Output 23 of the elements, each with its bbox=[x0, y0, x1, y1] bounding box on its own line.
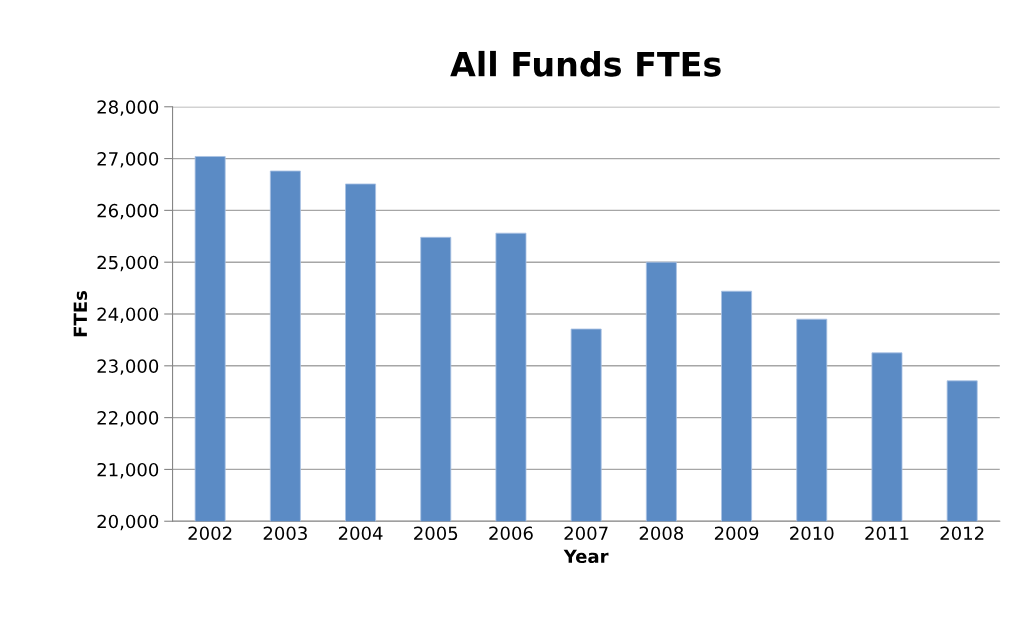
x-tick-label: 2004 bbox=[338, 526, 383, 541]
x-axis-title: Year bbox=[563, 549, 609, 564]
x-tick-label: 2007 bbox=[564, 526, 608, 541]
x-tick-label: 2010 bbox=[790, 526, 834, 541]
y-axis-title: FTEs bbox=[73, 290, 88, 337]
chart-title: All Funds FTEs bbox=[450, 50, 721, 77]
y-tick-label: 22,000 bbox=[97, 411, 159, 427]
x-tick-label: 2005 bbox=[414, 526, 458, 541]
y-tick-label: 20,000 bbox=[97, 514, 159, 531]
y-tick-label: 21,000 bbox=[97, 462, 159, 479]
y-tick-label: 23,000 bbox=[97, 359, 159, 375]
x-tick-label: 2011 bbox=[865, 526, 909, 541]
y-tick-label: 26,000 bbox=[97, 203, 159, 220]
y-tick-label: 28,000 bbox=[97, 100, 159, 116]
x-tick-label: 2006 bbox=[489, 526, 533, 541]
x-tick-label: 2008 bbox=[639, 526, 684, 541]
x-tick-label: 2002 bbox=[188, 526, 232, 541]
x-tick-label: 2009 bbox=[714, 526, 759, 541]
y-tick-label: 24,000 bbox=[97, 307, 159, 323]
y-tick-label: 27,000 bbox=[97, 152, 159, 168]
x-tick-label: 2012 bbox=[940, 526, 984, 541]
x-tick-label: 2003 bbox=[263, 526, 307, 541]
y-tick-label: 25,000 bbox=[97, 255, 159, 272]
